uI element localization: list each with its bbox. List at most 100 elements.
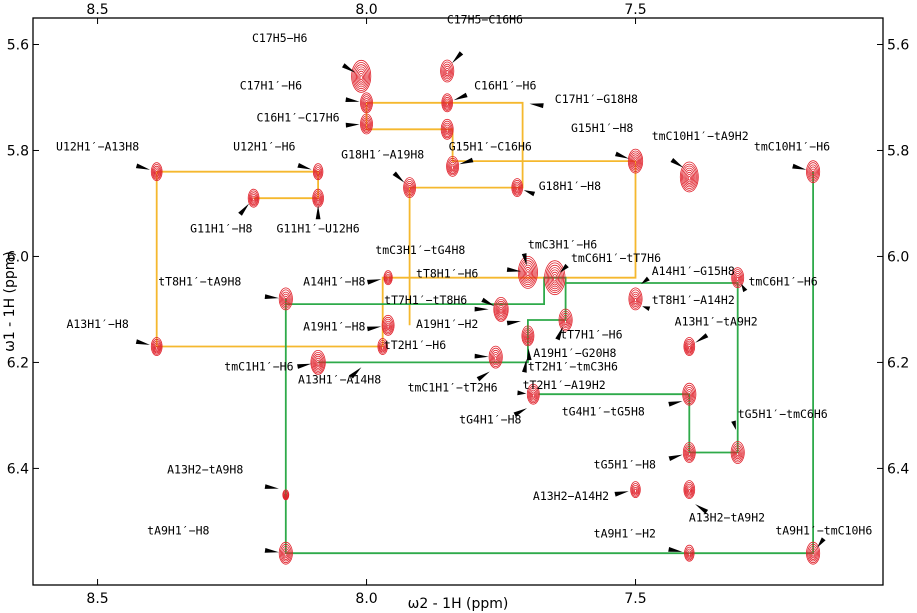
contour-peak — [377, 338, 388, 355]
contour-level — [526, 335, 530, 340]
contour-level — [313, 165, 323, 179]
peak-annotation: G15H1′−C16H6 — [449, 140, 532, 165]
contour-peak — [403, 177, 417, 199]
peak-annotation: tG5H1′−tmC6H6 — [731, 407, 828, 430]
peak-annotation: tmC10H1′−H6 — [754, 140, 830, 170]
contour-level — [155, 345, 159, 350]
contour-level — [522, 264, 534, 282]
contour-level — [527, 385, 539, 404]
contour-level — [490, 349, 501, 366]
contour-peak — [446, 155, 460, 177]
contour-level — [386, 324, 390, 329]
contour-level — [492, 351, 500, 364]
peak-labels: C17H5−H6 C17H5−C16H6 C17H1′−H6 C16H1′−H6 C17… — [56, 12, 872, 553]
x-tick-label-top: 8.5 — [86, 2, 108, 18]
annotation-arrow — [695, 333, 709, 343]
contour-level — [279, 289, 292, 309]
contour-level — [252, 197, 255, 202]
contour-level — [443, 124, 451, 136]
annotation-arrow — [297, 363, 312, 369]
contour-peak — [150, 162, 163, 182]
contour-level — [365, 101, 368, 107]
contour-level — [312, 163, 324, 181]
peak-label: G11H1′−H8 — [190, 222, 252, 236]
contour-level — [448, 159, 458, 174]
contour-level — [363, 98, 370, 109]
peak-label: tmC3H1′−H6 — [528, 238, 597, 252]
contour-level — [494, 356, 498, 361]
contour-level — [736, 276, 740, 281]
contour-level — [545, 262, 565, 294]
plot-frame — [32, 17, 884, 586]
contour-level — [152, 165, 161, 179]
contour-level — [316, 197, 320, 202]
contour-level — [442, 122, 452, 137]
peak-label: tmC1H1′−tT2H6 — [408, 381, 498, 395]
peak-label: tG4H1′−H8 — [459, 412, 521, 426]
contour-level — [445, 128, 449, 133]
contour-level — [810, 168, 816, 177]
peak-label: A19H1′−H2 — [416, 317, 478, 331]
annotation-arrow — [135, 163, 150, 170]
contour-peak — [806, 160, 821, 184]
contour-level — [633, 158, 639, 166]
contour-level — [278, 541, 293, 565]
contour-level — [314, 357, 322, 369]
contour-level — [807, 162, 819, 182]
contour-level — [284, 552, 288, 557]
contour-level — [559, 310, 572, 330]
peak-annotation: tT2H1′−H6 — [384, 338, 489, 359]
contour-level — [362, 96, 371, 111]
contour-peak — [282, 489, 290, 501]
contour-level — [683, 444, 695, 462]
contour-level — [734, 447, 742, 460]
peak-annotation: C17H5−C16H6 — [447, 12, 523, 64]
contour-level — [385, 273, 392, 283]
contour-level — [152, 340, 161, 354]
contour-level — [521, 325, 535, 347]
peak-annotation: A14H1′−H8 — [303, 275, 382, 289]
contour-level — [634, 160, 637, 165]
peak-label: C16H1′−C17H6 — [257, 110, 340, 124]
peak-annotation: tmC3H1′−tG4H8 — [375, 243, 521, 272]
contour-level — [361, 115, 372, 133]
contour-peak — [682, 442, 696, 463]
peak-label: A14H1′−H8 — [303, 275, 365, 289]
contour-level — [445, 69, 449, 75]
peak-annotation: tT7H1′−H6 — [555, 326, 623, 342]
peak-annotation: U12H1′−H6 — [233, 140, 312, 170]
peak-annotation: A19H1′−G20H8 — [526, 346, 616, 361]
contour-level — [381, 314, 395, 336]
annotation-arrow — [521, 253, 527, 266]
peak-annotation: tA9H1′−H2 — [594, 526, 683, 552]
peak-label: G15H1′−H8 — [571, 121, 633, 135]
contour-level — [685, 483, 694, 497]
contour-level — [634, 488, 637, 493]
contour-level — [523, 329, 533, 344]
contour-level — [153, 167, 160, 178]
annotation-arrow — [668, 454, 683, 461]
contour-level — [383, 270, 393, 286]
contour-level — [685, 171, 694, 184]
contour-level — [282, 548, 290, 560]
contour-level — [735, 275, 741, 283]
contour-level — [441, 61, 454, 81]
annotation-arrow — [792, 163, 807, 170]
peak-annotation: G11H1′−U12H6 — [277, 205, 360, 236]
contour-level — [440, 118, 454, 140]
annotation-arrow — [668, 547, 683, 552]
contour-level — [564, 319, 568, 324]
contour-level — [807, 543, 819, 564]
contour-level — [551, 274, 558, 284]
contour-level — [736, 451, 740, 456]
contour-level — [686, 342, 693, 353]
peak-label: G15H1′−C16H6 — [449, 140, 532, 154]
annotation-arrow — [392, 171, 405, 183]
contour-level — [683, 337, 696, 356]
contour-peak — [521, 325, 535, 347]
contour-level — [363, 119, 370, 131]
contour-level — [519, 258, 537, 287]
contour-level — [684, 481, 695, 498]
contour-peak — [278, 541, 293, 565]
annotation-arrow — [474, 353, 489, 359]
